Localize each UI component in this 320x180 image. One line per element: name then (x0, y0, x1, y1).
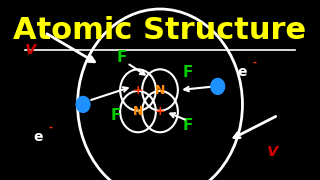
Text: v: v (267, 142, 279, 160)
Text: -: - (252, 58, 256, 68)
Text: F: F (182, 64, 193, 80)
Text: -: - (49, 123, 53, 133)
Text: +: + (133, 84, 143, 96)
Text: F: F (111, 108, 121, 123)
Text: N: N (155, 84, 165, 96)
Text: N: N (133, 105, 143, 118)
Text: F: F (116, 50, 127, 65)
Text: +: + (155, 105, 165, 118)
Text: e: e (237, 65, 246, 79)
Ellipse shape (76, 96, 90, 112)
Ellipse shape (211, 78, 225, 94)
Text: v: v (25, 40, 37, 58)
Text: e: e (34, 130, 43, 144)
Text: Atomic Structure: Atomic Structure (13, 16, 307, 45)
Text: F: F (182, 118, 193, 134)
